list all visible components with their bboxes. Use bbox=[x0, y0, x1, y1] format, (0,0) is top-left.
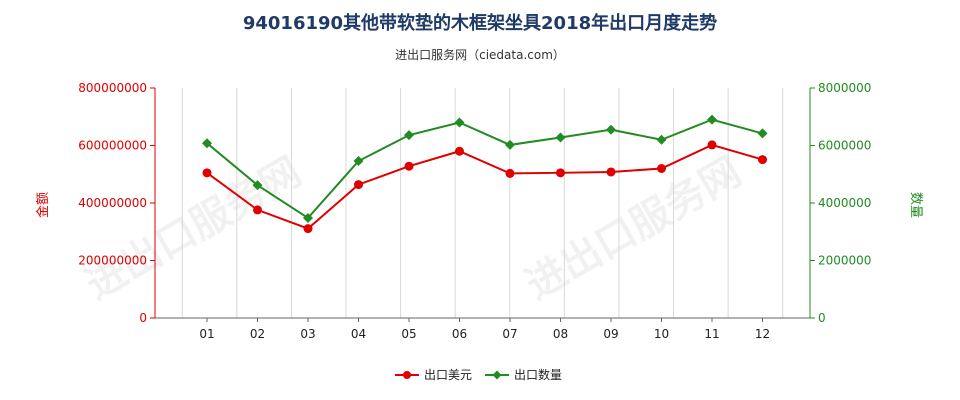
series-1-point-02 bbox=[253, 205, 262, 215]
chart-subtitle: 进出口服务网（ciedata.com） bbox=[395, 48, 565, 62]
left-tick-label-4: 800000000 bbox=[78, 81, 147, 95]
series-2-point-02 bbox=[252, 180, 263, 191]
series-2-point-11 bbox=[707, 114, 717, 125]
right-tick-label-1: 2000000 bbox=[818, 254, 871, 268]
x-tick-label-1: 02 bbox=[250, 327, 265, 341]
chart-title: 94016190其他带软垫的木框架坐具2018年出口月度走势 bbox=[242, 13, 718, 34]
series-1-point-11 bbox=[707, 140, 717, 150]
x-tick-label-3: 04 bbox=[351, 327, 366, 341]
series-2-point-03 bbox=[303, 212, 313, 223]
series-1-point-05 bbox=[404, 161, 414, 171]
x-tick-label-4: 05 bbox=[401, 327, 416, 341]
right-tick-label-3: 6000000 bbox=[818, 139, 871, 153]
series-2-point-12 bbox=[757, 128, 768, 139]
right-tick-label-0: 0 bbox=[818, 311, 826, 325]
x-tick-label-10: 11 bbox=[704, 327, 719, 341]
series-line-2 bbox=[206, 118, 763, 220]
series-1-point-04 bbox=[354, 180, 363, 190]
series-1-point-01 bbox=[202, 168, 212, 178]
x-tick-label-5: 06 bbox=[452, 327, 467, 341]
x-tick-label-2: 03 bbox=[300, 327, 315, 341]
x-tick-label-6: 07 bbox=[502, 327, 517, 341]
series-1-point-10 bbox=[657, 164, 666, 173]
left-tick-label-0: 0 bbox=[139, 311, 147, 325]
x-tick-label-11: 12 bbox=[755, 327, 770, 341]
series-1-point-06 bbox=[455, 146, 464, 156]
series-2-point-01 bbox=[202, 138, 212, 149]
right-tick-label-4: 8000000 bbox=[818, 81, 871, 95]
watermark-text-1: 进出口服务网 bbox=[78, 149, 309, 309]
series-1-point-08 bbox=[556, 168, 565, 178]
left-tick-label-3: 600000000 bbox=[78, 139, 147, 153]
series-2-point-07 bbox=[505, 139, 515, 150]
series-2-point-09 bbox=[606, 124, 616, 135]
series-1-point-03 bbox=[303, 224, 313, 234]
series-2-point-05 bbox=[404, 130, 414, 141]
series-2-point-06 bbox=[454, 117, 465, 128]
series-2-point-10 bbox=[656, 134, 667, 145]
series-1-point-12 bbox=[758, 155, 767, 165]
left-tick-label-2: 400000000 bbox=[78, 196, 147, 210]
legend-label-2: 出口数量 bbox=[514, 367, 562, 382]
x-tick-label-0: 01 bbox=[199, 327, 214, 341]
series-2-point-08 bbox=[555, 132, 566, 143]
series-1-point-07 bbox=[505, 168, 515, 178]
series-2-point-04 bbox=[353, 156, 364, 167]
right-tick-label-2: 4000000 bbox=[818, 196, 871, 210]
x-tick-label-9: 10 bbox=[654, 327, 669, 341]
x-tick-label-8: 09 bbox=[603, 327, 618, 341]
left-axis-title: 金额 bbox=[35, 192, 51, 218]
legend-marker-1 bbox=[403, 371, 411, 379]
legend-marker-2 bbox=[492, 370, 502, 380]
series-line-1 bbox=[206, 143, 763, 230]
legend-label-1: 出口美元 bbox=[424, 368, 472, 382]
right-axis-title: 数量 bbox=[908, 192, 923, 218]
series-1-point-09 bbox=[606, 167, 616, 177]
x-tick-label-7: 08 bbox=[553, 327, 568, 341]
left-tick-label-1: 200000000 bbox=[78, 254, 147, 268]
